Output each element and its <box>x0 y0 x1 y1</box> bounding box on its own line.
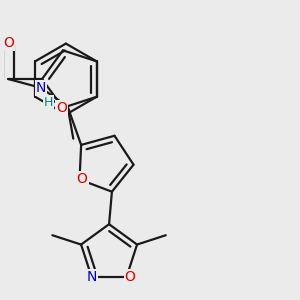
Text: H: H <box>44 96 53 109</box>
Text: N: N <box>36 81 46 95</box>
Text: O: O <box>124 271 136 284</box>
Text: O: O <box>3 36 14 50</box>
Text: N: N <box>87 271 97 284</box>
Text: O: O <box>56 101 67 115</box>
Text: O: O <box>76 172 87 187</box>
